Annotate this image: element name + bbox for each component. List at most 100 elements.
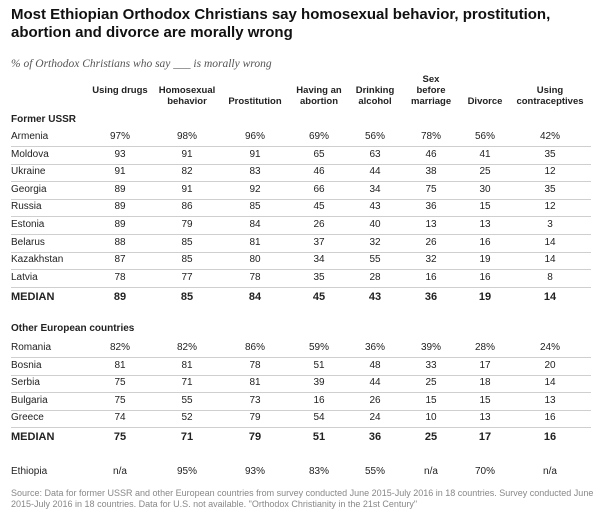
row-label: Romania <box>11 342 52 353</box>
table-cell: n/a <box>543 466 557 477</box>
table-cell: 69% <box>308 131 330 142</box>
table-cell: 55 <box>181 394 193 406</box>
row-label: Moldova <box>11 148 49 160</box>
table-cell: 37 <box>313 236 325 248</box>
table-cell: 91 <box>181 183 193 195</box>
median-cell: 36 <box>368 431 382 443</box>
chart-title: Most Ethiopian Orthodox Christians say h… <box>11 6 551 41</box>
table-cell: 80 <box>249 254 261 266</box>
table-cell: 84 <box>249 219 261 230</box>
column-header: Drinking alcohol <box>355 85 395 107</box>
row-label: Latvia <box>11 271 38 283</box>
table-cell: 86 <box>181 201 193 213</box>
row-divider <box>11 392 591 394</box>
table-cell: 74 <box>114 412 126 424</box>
table-cell: 45 <box>313 201 325 213</box>
table-cell: 35 <box>313 271 325 283</box>
row-divider <box>11 357 591 358</box>
table-cell: 87 <box>114 254 126 266</box>
table-cell: 34 <box>369 183 381 195</box>
column-header: Homosexual behavior <box>158 85 216 107</box>
median-cell: 75 <box>113 431 127 443</box>
table-cell: 36% <box>364 342 386 353</box>
table-cell: 63 <box>369 148 381 160</box>
row-divider <box>11 198 591 200</box>
table-cell: 75 <box>114 394 126 406</box>
table-cell: 65 <box>313 148 325 160</box>
table-cell: 82% <box>109 342 131 353</box>
table-cell: 52 <box>181 412 193 424</box>
row-divider <box>11 216 591 218</box>
table-cell: 88 <box>114 236 126 248</box>
table-cell: 89 <box>114 183 126 195</box>
table-cell: 25 <box>425 377 437 389</box>
table-cell: 14 <box>544 377 556 389</box>
table-cell: 24% <box>539 342 561 353</box>
row-divider <box>11 146 591 147</box>
table-cell: 95% <box>176 466 198 477</box>
table-cell: 32 <box>425 254 437 266</box>
median-cell: 36 <box>424 291 438 303</box>
table-cell: 91 <box>181 148 193 160</box>
table-cell: 85 <box>181 236 193 248</box>
column-header: Using drugs <box>92 85 148 96</box>
table-cell: 44 <box>369 377 381 389</box>
column-header: Prostitution <box>228 96 282 107</box>
source-note: Source: Data for former USSR and other E… <box>11 488 594 509</box>
table-cell: 44 <box>369 166 381 178</box>
median-cell: 85 <box>180 291 194 303</box>
table-cell: 25 <box>479 166 491 178</box>
table-cell: 33 <box>425 359 437 371</box>
table-cell: 79 <box>181 219 193 230</box>
table-cell: 40 <box>369 219 381 230</box>
table-cell: 96% <box>244 131 266 142</box>
column-header: Divorce <box>467 96 503 107</box>
table-cell: 46 <box>425 148 437 160</box>
table-cell: 59% <box>308 342 330 353</box>
table-cell: 73 <box>249 394 261 406</box>
table-cell: 30 <box>479 183 491 195</box>
column-header: Using contraceptives <box>516 85 584 107</box>
table-cell: 26 <box>313 219 325 230</box>
row-divider <box>11 163 591 165</box>
table-cell: 28 <box>369 271 381 283</box>
row-label: Serbia <box>11 377 40 389</box>
median-cell: 79 <box>248 431 262 443</box>
table-cell: 26 <box>425 236 437 248</box>
median-cell: 89 <box>113 291 127 303</box>
table-cell: 17 <box>479 359 491 371</box>
row-divider <box>11 286 591 288</box>
row-label: Georgia <box>11 183 47 195</box>
table-cell: 15 <box>425 394 437 406</box>
table-cell: 12 <box>544 166 556 178</box>
row-divider <box>11 427 591 429</box>
section-header: Other European countries <box>11 323 135 334</box>
section-header: Former USSR <box>11 114 77 125</box>
table-cell: 78 <box>114 271 126 283</box>
table-cell: 3 <box>547 219 553 230</box>
table-cell: 89 <box>114 201 126 213</box>
table-cell: 26 <box>369 394 381 406</box>
table-cell: 97% <box>109 131 131 142</box>
table-cell: 13 <box>479 412 491 424</box>
median-cell: 51 <box>312 431 326 443</box>
table-cell: 56% <box>364 131 386 142</box>
table-cell: 93 <box>114 148 126 160</box>
table-cell: 81 <box>249 377 261 389</box>
row-label: Russia <box>11 201 42 213</box>
table-cell: 55% <box>364 466 386 477</box>
table-cell: 81 <box>114 359 126 371</box>
median-cell: 19 <box>478 291 492 303</box>
table-cell: 78 <box>249 271 261 283</box>
table-cell: 42% <box>539 131 561 142</box>
table-cell: 54 <box>313 412 325 424</box>
column-header: Having an abortion <box>296 85 342 107</box>
table-cell: 82 <box>181 166 193 178</box>
table-cell: 36 <box>425 201 437 213</box>
row-divider <box>11 251 591 253</box>
row-label: Ethiopia <box>11 466 48 477</box>
table-cell: 78 <box>249 359 261 371</box>
table-cell: 8 <box>547 271 553 283</box>
median-cell: 25 <box>424 431 438 443</box>
